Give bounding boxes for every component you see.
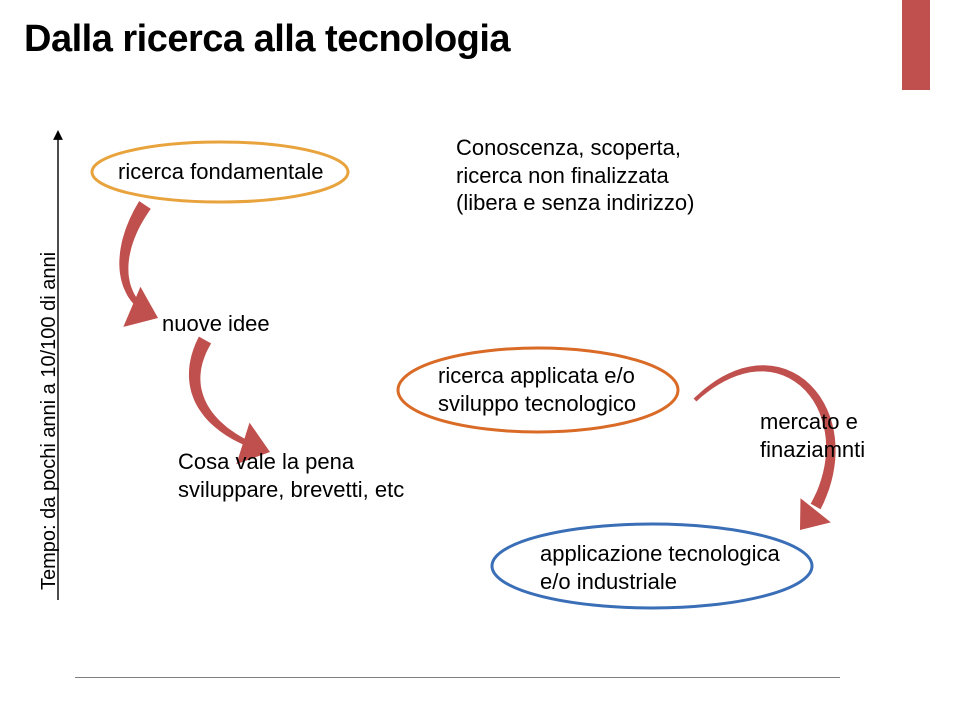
label-ricerca-applicata-l2: sviluppo tecnologico <box>438 391 636 416</box>
label-conoscenza-l2: ricerca non finalizzata <box>456 163 669 188</box>
accent-bar <box>902 0 930 90</box>
label-mercato-l1: mercato e <box>760 409 858 434</box>
label-nuove-idee: nuove idee <box>162 310 270 338</box>
diagram-overlay <box>0 0 960 720</box>
slide: Dalla ricerca alla tecnologia Tempo: da … <box>0 0 960 720</box>
label-applicazione: applicazione tecnologica e/o industriale <box>540 540 780 595</box>
label-conoscenza: Conoscenza, scoperta, ricerca non finali… <box>456 134 694 217</box>
label-conoscenza-l3: (libera e senza indirizzo) <box>456 190 694 215</box>
yaxis-label: Tempo: da pochi anni a 10/100 di anni <box>38 130 61 590</box>
label-conoscenza-l1: Conoscenza, scoperta, <box>456 135 681 160</box>
footer-divider <box>75 677 840 678</box>
label-ricerca-applicata-l1: ricerca applicata e/o <box>438 363 635 388</box>
label-ricerca-fondamentale: ricerca fondamentale <box>118 158 323 186</box>
label-mercato-l2: finaziamnti <box>760 437 865 462</box>
label-applicazione-l1: applicazione tecnologica <box>540 541 780 566</box>
label-cosa-vale-l2: sviluppare, brevetti, etc <box>178 477 404 502</box>
label-mercato: mercato e finaziamnti <box>760 408 865 463</box>
label-cosa-vale: Cosa vale la pena sviluppare, brevetti, … <box>178 448 404 503</box>
label-cosa-vale-l1: Cosa vale la pena <box>178 449 354 474</box>
label-applicazione-l2: e/o industriale <box>540 569 677 594</box>
slide-title: Dalla ricerca alla tecnologia <box>24 18 510 61</box>
label-ricerca-applicata: ricerca applicata e/o sviluppo tecnologi… <box>438 362 636 417</box>
